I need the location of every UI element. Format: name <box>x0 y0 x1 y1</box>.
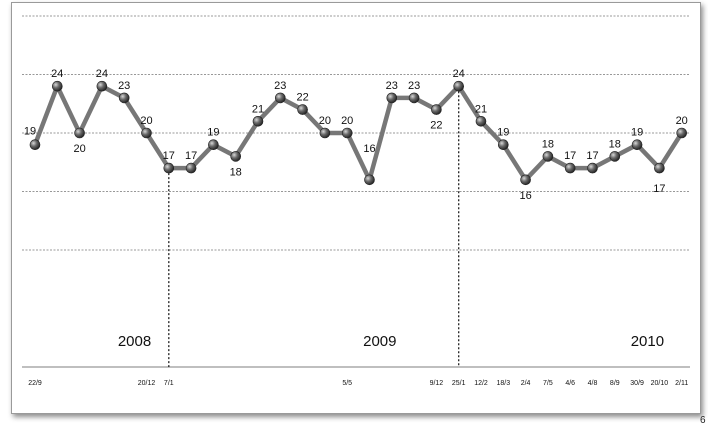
data-label: 22 <box>296 92 308 104</box>
x-tick-label: 20/12 <box>138 380 156 387</box>
data-point <box>96 80 108 92</box>
data-label: 20 <box>319 115 331 127</box>
x-tick-label: 18/3 <box>496 380 510 387</box>
data-label: 19 <box>497 127 509 139</box>
data-label: 17 <box>163 150 175 162</box>
x-tick-label: 8/9 <box>610 380 620 387</box>
year-label: 2010 <box>631 333 664 350</box>
data-point <box>542 151 554 162</box>
data-label: 16 <box>363 143 375 155</box>
data-label: 24 <box>453 68 465 80</box>
data-label: 18 <box>609 138 621 150</box>
x-tick-label: 25/1 <box>452 380 466 387</box>
data-label: 19 <box>631 127 643 139</box>
x-tick-label: 12/2 <box>474 380 488 387</box>
data-point <box>475 116 487 127</box>
data-label: 17 <box>185 150 197 162</box>
data-point <box>654 162 665 174</box>
data-label: 16 <box>519 190 531 202</box>
data-point <box>29 139 41 150</box>
data-point <box>141 127 152 139</box>
data-label: 23 <box>118 80 130 92</box>
data-point <box>609 151 621 162</box>
data-label: 17 <box>564 150 576 162</box>
data-point <box>319 127 331 139</box>
data-point <box>520 174 531 186</box>
data-point <box>185 162 197 174</box>
x-tick-label: 22/9 <box>28 380 42 387</box>
data-label: 21 <box>252 103 264 115</box>
data-label: 23 <box>408 80 420 92</box>
data-label: 22 <box>430 120 442 132</box>
line-chart: 19 24 20 24 23 20 17 17 19 18 21 23 22 20 20 16 23 23 22 24… <box>22 15 690 387</box>
data-label: 17 <box>586 150 598 162</box>
data-point <box>274 92 286 104</box>
data-point <box>497 139 509 150</box>
data-label: 20 <box>73 143 85 155</box>
data-point <box>587 162 598 174</box>
data-point <box>297 104 308 115</box>
data-point <box>676 127 688 139</box>
data-label: 23 <box>386 80 398 92</box>
data-label: 23 <box>274 80 286 92</box>
x-tick-label: 2/4 <box>521 380 531 387</box>
data-label: 19 <box>24 126 36 138</box>
data-point <box>386 92 398 104</box>
x-tick-label: 20/10 <box>651 380 669 387</box>
data-point <box>230 151 241 162</box>
data-point <box>118 92 130 104</box>
data-label: 20 <box>676 115 688 127</box>
x-tick-label: 9/12 <box>430 380 444 387</box>
data-point <box>341 127 353 139</box>
page-number: 6 <box>700 415 706 426</box>
year-label: 2008 <box>118 333 151 350</box>
data-point <box>564 162 576 174</box>
data-label: 18 <box>230 166 242 178</box>
data-label: 17 <box>653 183 665 195</box>
data-point <box>453 80 465 92</box>
x-tick-label: 30/9 <box>630 380 644 387</box>
x-tick-label: 4/8 <box>588 380 598 387</box>
data-label: 24 <box>51 68 63 80</box>
data-label: 19 <box>207 127 219 139</box>
year-label: 2009 <box>363 333 396 350</box>
data-point <box>408 92 420 104</box>
data-point <box>431 104 442 115</box>
data-point <box>364 174 375 186</box>
chart-frame: 19 24 20 24 23 20 17 17 19 18 21 23 22 20 20 16 23 23 22 24… <box>11 2 701 414</box>
data-label: 20 <box>140 115 152 127</box>
data-point <box>163 162 175 174</box>
x-tick-label: 4/6 <box>565 380 575 387</box>
data-label: 18 <box>542 138 554 150</box>
x-tick-label: 5/5 <box>342 380 352 387</box>
x-tick-label: 7/1 <box>164 380 174 387</box>
data-label: 24 <box>96 68 108 80</box>
data-point <box>631 139 643 150</box>
data-point <box>208 139 219 150</box>
data-point <box>74 127 85 139</box>
x-tick-label: 7/5 <box>543 380 553 387</box>
x-tick-label: 2/11 <box>675 380 688 387</box>
data-point <box>51 80 63 92</box>
data-label: 21 <box>475 103 487 115</box>
data-point <box>252 116 264 127</box>
data-label: 20 <box>341 115 353 127</box>
